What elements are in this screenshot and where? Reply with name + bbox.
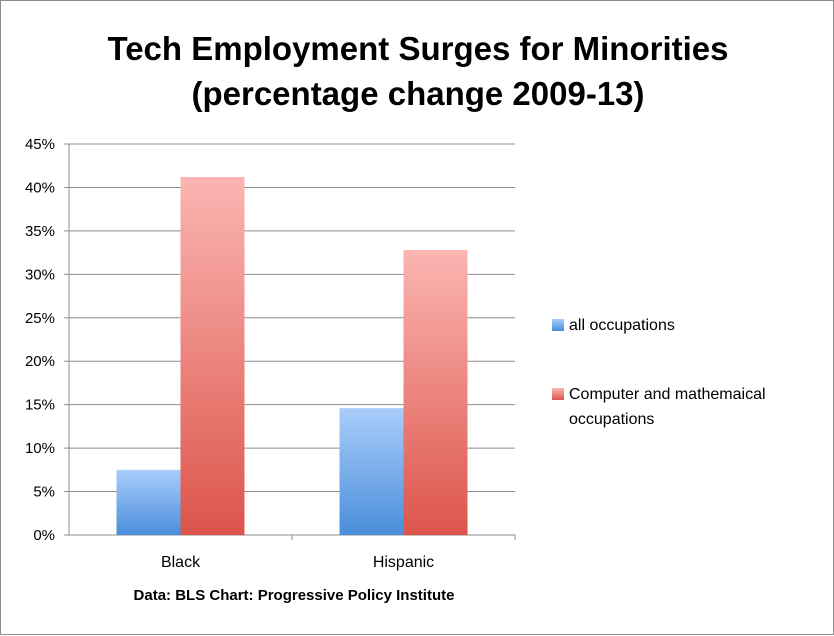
legend-swatch-series-1 bbox=[552, 319, 564, 331]
legend-label: Computer and mathemaical bbox=[569, 386, 766, 403]
y-tick-label: 35% bbox=[25, 223, 55, 240]
y-tick-label: 15% bbox=[25, 397, 55, 414]
x-category-label: Hispanic bbox=[373, 554, 434, 571]
legend-label: occupations bbox=[569, 411, 654, 428]
y-tick-label: 25% bbox=[25, 310, 55, 327]
chart-title-line-2: (percentage change 2009-13) bbox=[191, 75, 644, 112]
bar-hispanic-series-2 bbox=[403, 250, 468, 535]
bars bbox=[116, 177, 468, 536]
y-tick-label: 20% bbox=[25, 353, 55, 370]
y-tick-label: 40% bbox=[25, 179, 55, 196]
legend: all occupations Computer and mathemaical o… bbox=[552, 317, 766, 428]
y-tick-label: 45% bbox=[25, 136, 55, 153]
legend-label: all occupations bbox=[569, 317, 675, 334]
y-tick-label: 10% bbox=[25, 440, 55, 457]
y-tick-label: 5% bbox=[33, 484, 55, 501]
bar-hispanic-series-1 bbox=[339, 408, 404, 535]
y-tick-label: 30% bbox=[25, 266, 55, 283]
legend-swatch-series-2 bbox=[552, 388, 564, 400]
chart-title-line-1: Tech Employment Surges for Minorities bbox=[108, 30, 729, 67]
y-tick-label: 0% bbox=[33, 527, 55, 544]
source-note: Data: BLS Chart: Progressive Policy Inst… bbox=[134, 587, 455, 604]
bar-black-series-2 bbox=[180, 177, 245, 536]
tick-labels: 0% 5% 10% 15% 20% 25% 30% 35% 40% 45% Black Hispani… bbox=[25, 136, 434, 571]
x-category-label: Black bbox=[161, 554, 201, 571]
bar-black-series-1 bbox=[116, 469, 181, 535]
